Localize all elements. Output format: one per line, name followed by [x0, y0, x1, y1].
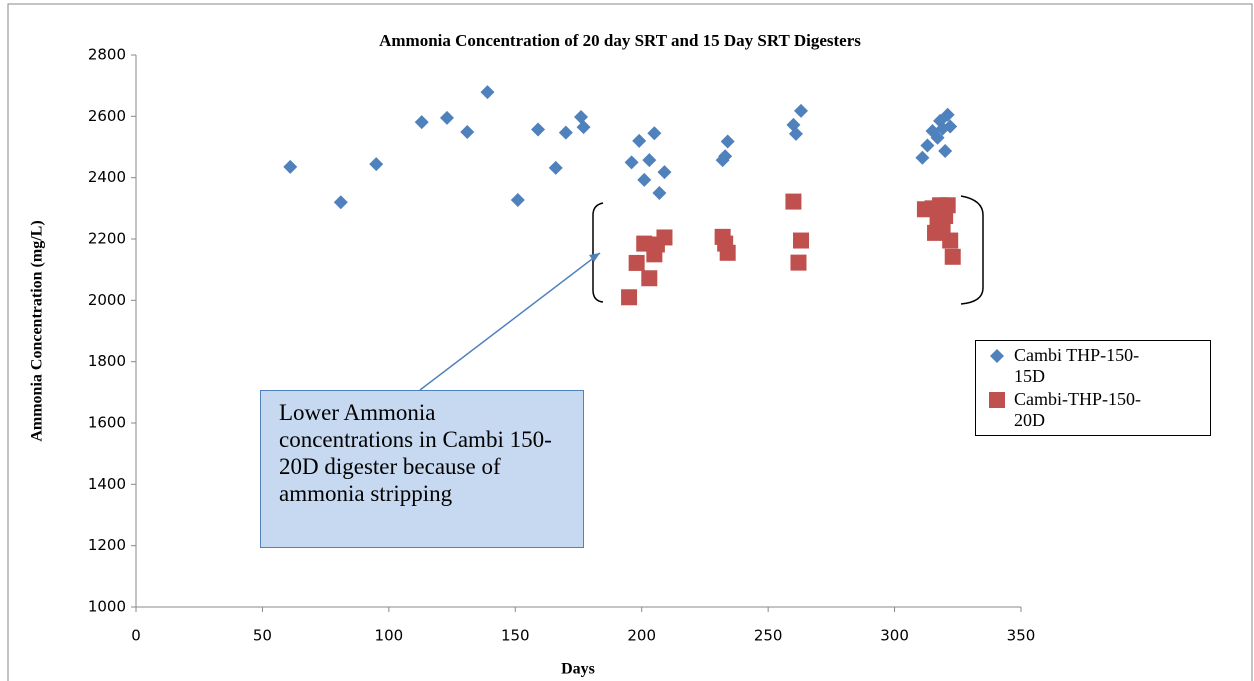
data-point — [647, 126, 662, 141]
y-tick-label: 1200 — [88, 536, 126, 554]
data-point — [652, 186, 667, 200]
x-tick-label: 100 — [375, 627, 404, 645]
data-point — [942, 232, 959, 249]
bracket-left — [592, 202, 604, 303]
data-point — [574, 109, 589, 124]
data-point — [719, 244, 736, 261]
data-point — [915, 150, 930, 165]
y-axis-label: Ammonia Concentration (mg/L) — [29, 220, 46, 441]
legend-label: Cambi-THP-150-20D — [1014, 389, 1141, 430]
data-point — [939, 197, 956, 214]
y-tick-label: 2200 — [88, 230, 126, 248]
y-tick-label: 1400 — [88, 475, 126, 493]
data-point — [440, 110, 455, 125]
frame — [7, 3, 1253, 681]
data-point — [414, 115, 429, 130]
y-tick-label: 2000 — [88, 291, 126, 309]
x-tick-label: 150 — [501, 627, 530, 645]
y-tick-label: 2600 — [88, 107, 126, 125]
y-tick-label: 2800 — [88, 46, 126, 64]
chart-title: Ammonia Concentration of 20 day SRT and … — [379, 31, 861, 50]
data-point — [628, 254, 645, 271]
data-point — [641, 270, 658, 287]
data-point — [642, 153, 657, 168]
y-tick-label: 1000 — [88, 598, 126, 616]
data-point — [576, 120, 591, 135]
data-point — [794, 103, 809, 118]
x-tick-label: 50 — [253, 627, 272, 645]
legend-marker — [989, 392, 1005, 408]
data-point — [940, 107, 955, 122]
y-tick-label: 1800 — [88, 352, 126, 370]
annotation-arrow — [419, 252, 601, 391]
arrow-head — [589, 253, 600, 262]
x-axis-label: Days — [561, 661, 595, 678]
data-point — [938, 143, 953, 158]
data-point — [460, 124, 475, 139]
data-point — [510, 193, 525, 208]
data-point — [621, 289, 638, 306]
data-point — [943, 119, 958, 134]
data-point — [531, 122, 546, 137]
y-tick-label: 1600 — [88, 414, 126, 432]
data-point — [944, 248, 961, 265]
legend-marker-shape — [990, 349, 1004, 363]
data-point — [720, 134, 735, 149]
data-point — [788, 126, 803, 141]
x-tick-label: 300 — [880, 627, 909, 645]
x-tick-label: 350 — [1007, 627, 1036, 645]
data-point — [558, 125, 573, 140]
y-tick-label: 2400 — [88, 168, 126, 186]
data-point — [548, 160, 563, 175]
legend-label: Cambi THP-150-15D — [1014, 345, 1140, 386]
data-point — [632, 133, 647, 148]
legend: Cambi THP-150-15D Cambi-THP-150-20D — [975, 340, 1211, 436]
x-tick-label: 0 — [131, 627, 141, 645]
data-point — [920, 138, 935, 153]
bracket-right — [960, 195, 984, 305]
data-point — [935, 121, 950, 136]
x-tick-label: 250 — [754, 627, 783, 645]
data-point — [785, 193, 802, 210]
data-point — [624, 155, 639, 170]
data-point — [656, 229, 673, 246]
legend-marker-shape — [989, 392, 1005, 408]
data-point — [637, 172, 652, 187]
data-point — [930, 130, 945, 145]
legend-marker — [990, 349, 1004, 363]
data-point — [718, 149, 733, 164]
annotation: Lower Ammonia concentrations in Cambi 15… — [260, 390, 584, 548]
data-point — [790, 254, 807, 271]
data-point — [333, 195, 348, 210]
data-point — [793, 232, 810, 249]
data-point — [369, 157, 384, 172]
data-point — [657, 165, 672, 180]
data-point — [480, 85, 495, 100]
data-point — [283, 159, 298, 174]
x-tick-label: 200 — [627, 627, 656, 645]
